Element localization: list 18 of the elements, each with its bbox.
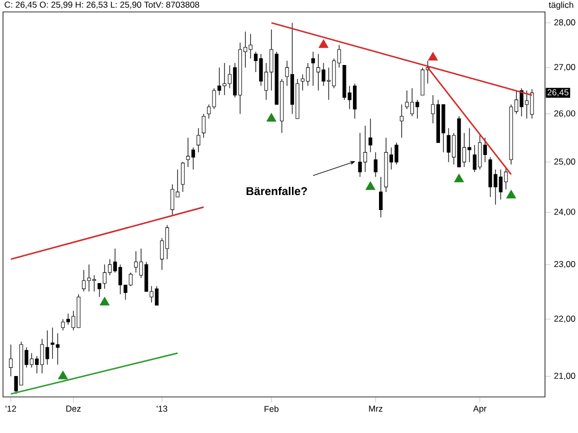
x-tick-label: Feb bbox=[264, 406, 278, 412]
x-tick-label: Dez bbox=[66, 406, 81, 412]
x-tick-label: Apr bbox=[473, 406, 486, 414]
y-tick-label: 28,00 bbox=[554, 19, 576, 26]
y-tick-label: 26,00 bbox=[554, 110, 576, 118]
chart-title: C: 26,45 O: 25,99 H: 26,53 L: 25,90 TotV: 8703808 bbox=[4, 2, 200, 9]
annotation: 26,45 bbox=[548, 89, 568, 96]
annotation: Bärenfalle? bbox=[246, 186, 307, 196]
y-tick-label: 23,00 bbox=[554, 260, 576, 268]
x-tick-label: '13 bbox=[156, 406, 168, 412]
y-tick-label: 21,00 bbox=[554, 372, 576, 380]
y-tick-label: 24,00 bbox=[554, 208, 576, 216]
text: täglich bbox=[548, 2, 574, 10]
y-tick-label: 25,00 bbox=[554, 158, 576, 166]
x-tick-label: Mrz bbox=[369, 406, 382, 412]
y-tick-label: 27,00 bbox=[554, 64, 576, 72]
y-tick-label: 22,00 bbox=[554, 316, 576, 323]
x-tick-label: '12 bbox=[6, 406, 16, 412]
